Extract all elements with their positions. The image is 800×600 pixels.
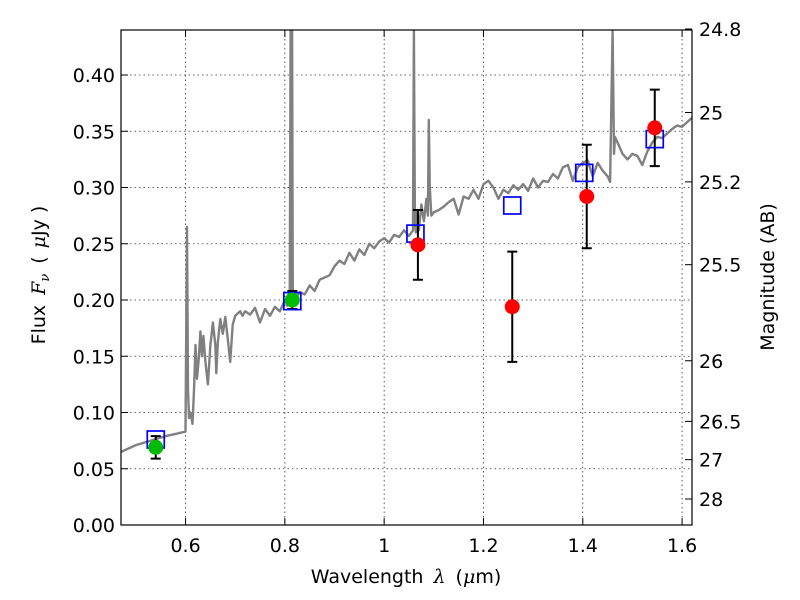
right-tick-label-1: 25 [699, 102, 723, 124]
right-tick-label-7: 28 [699, 489, 723, 511]
observed-point-red-0 [410, 237, 426, 253]
y-tick-label-2: 0.10 [73, 403, 115, 425]
observed-point-red-3 [647, 120, 663, 136]
x-tick-label-4: 1.4 [568, 535, 598, 557]
right-tick-label-4: 26 [699, 351, 723, 373]
x-tick-label-2: 1 [378, 535, 390, 557]
x-axis-label: Wavelength λ (μm) [311, 566, 501, 588]
x-tick-label-0: 0.6 [170, 535, 200, 557]
observed-point-green-0 [148, 439, 164, 455]
y-tick-label-4: 0.20 [73, 290, 115, 312]
model-square-3 [502, 196, 522, 215]
right-axis-label: Magnitude (AB) [757, 203, 779, 351]
right-tick-label-6: 27 [699, 450, 723, 472]
y-tick-label-5: 0.25 [73, 234, 115, 256]
right-tick-label-5: 26.5 [699, 411, 741, 433]
y-tick-label-1: 0.05 [73, 459, 115, 481]
y-tick-label-6: 0.30 [73, 178, 115, 200]
y-axis-label: FluxFν(μJy ) [28, 206, 53, 345]
x-tick-label-1: 0.8 [270, 535, 300, 557]
right-tick-label-2: 25.2 [699, 172, 741, 194]
y-axis-ticks: 0.00 0.05 0.10 0.15 0.20 0.25 0.30 0.35 0.40 [73, 65, 128, 537]
y-tick-label-0: 0.00 [73, 515, 115, 537]
y-tick-label-7: 0.35 [73, 121, 115, 143]
right-tick-label-3: 25.5 [699, 255, 741, 277]
observed-point-green-1 [284, 292, 300, 308]
right-axis-ticks: 24.8 25 25.2 25.5 26 26.5 27 28 [685, 19, 741, 511]
model-square-4 [574, 163, 594, 183]
errorbar-layer [150, 88, 660, 460]
y-tick-label-8: 0.40 [73, 65, 115, 87]
observed-point-red-1 [504, 299, 520, 315]
grid [121, 30, 692, 526]
plot-frame [120, 29, 693, 526]
observed-point-red-2 [579, 189, 595, 204]
y-tick-label-3: 0.15 [73, 346, 115, 368]
x-tick-label-5: 1.6 [667, 535, 697, 557]
x-tick-label-3: 1.2 [468, 535, 498, 557]
marker-layer [146, 120, 665, 455]
right-tick-label-0: 24.8 [699, 19, 741, 41]
x-axis-ticks: 0.6 0.8 1 1.2 1.4 1.6 [170, 30, 697, 557]
